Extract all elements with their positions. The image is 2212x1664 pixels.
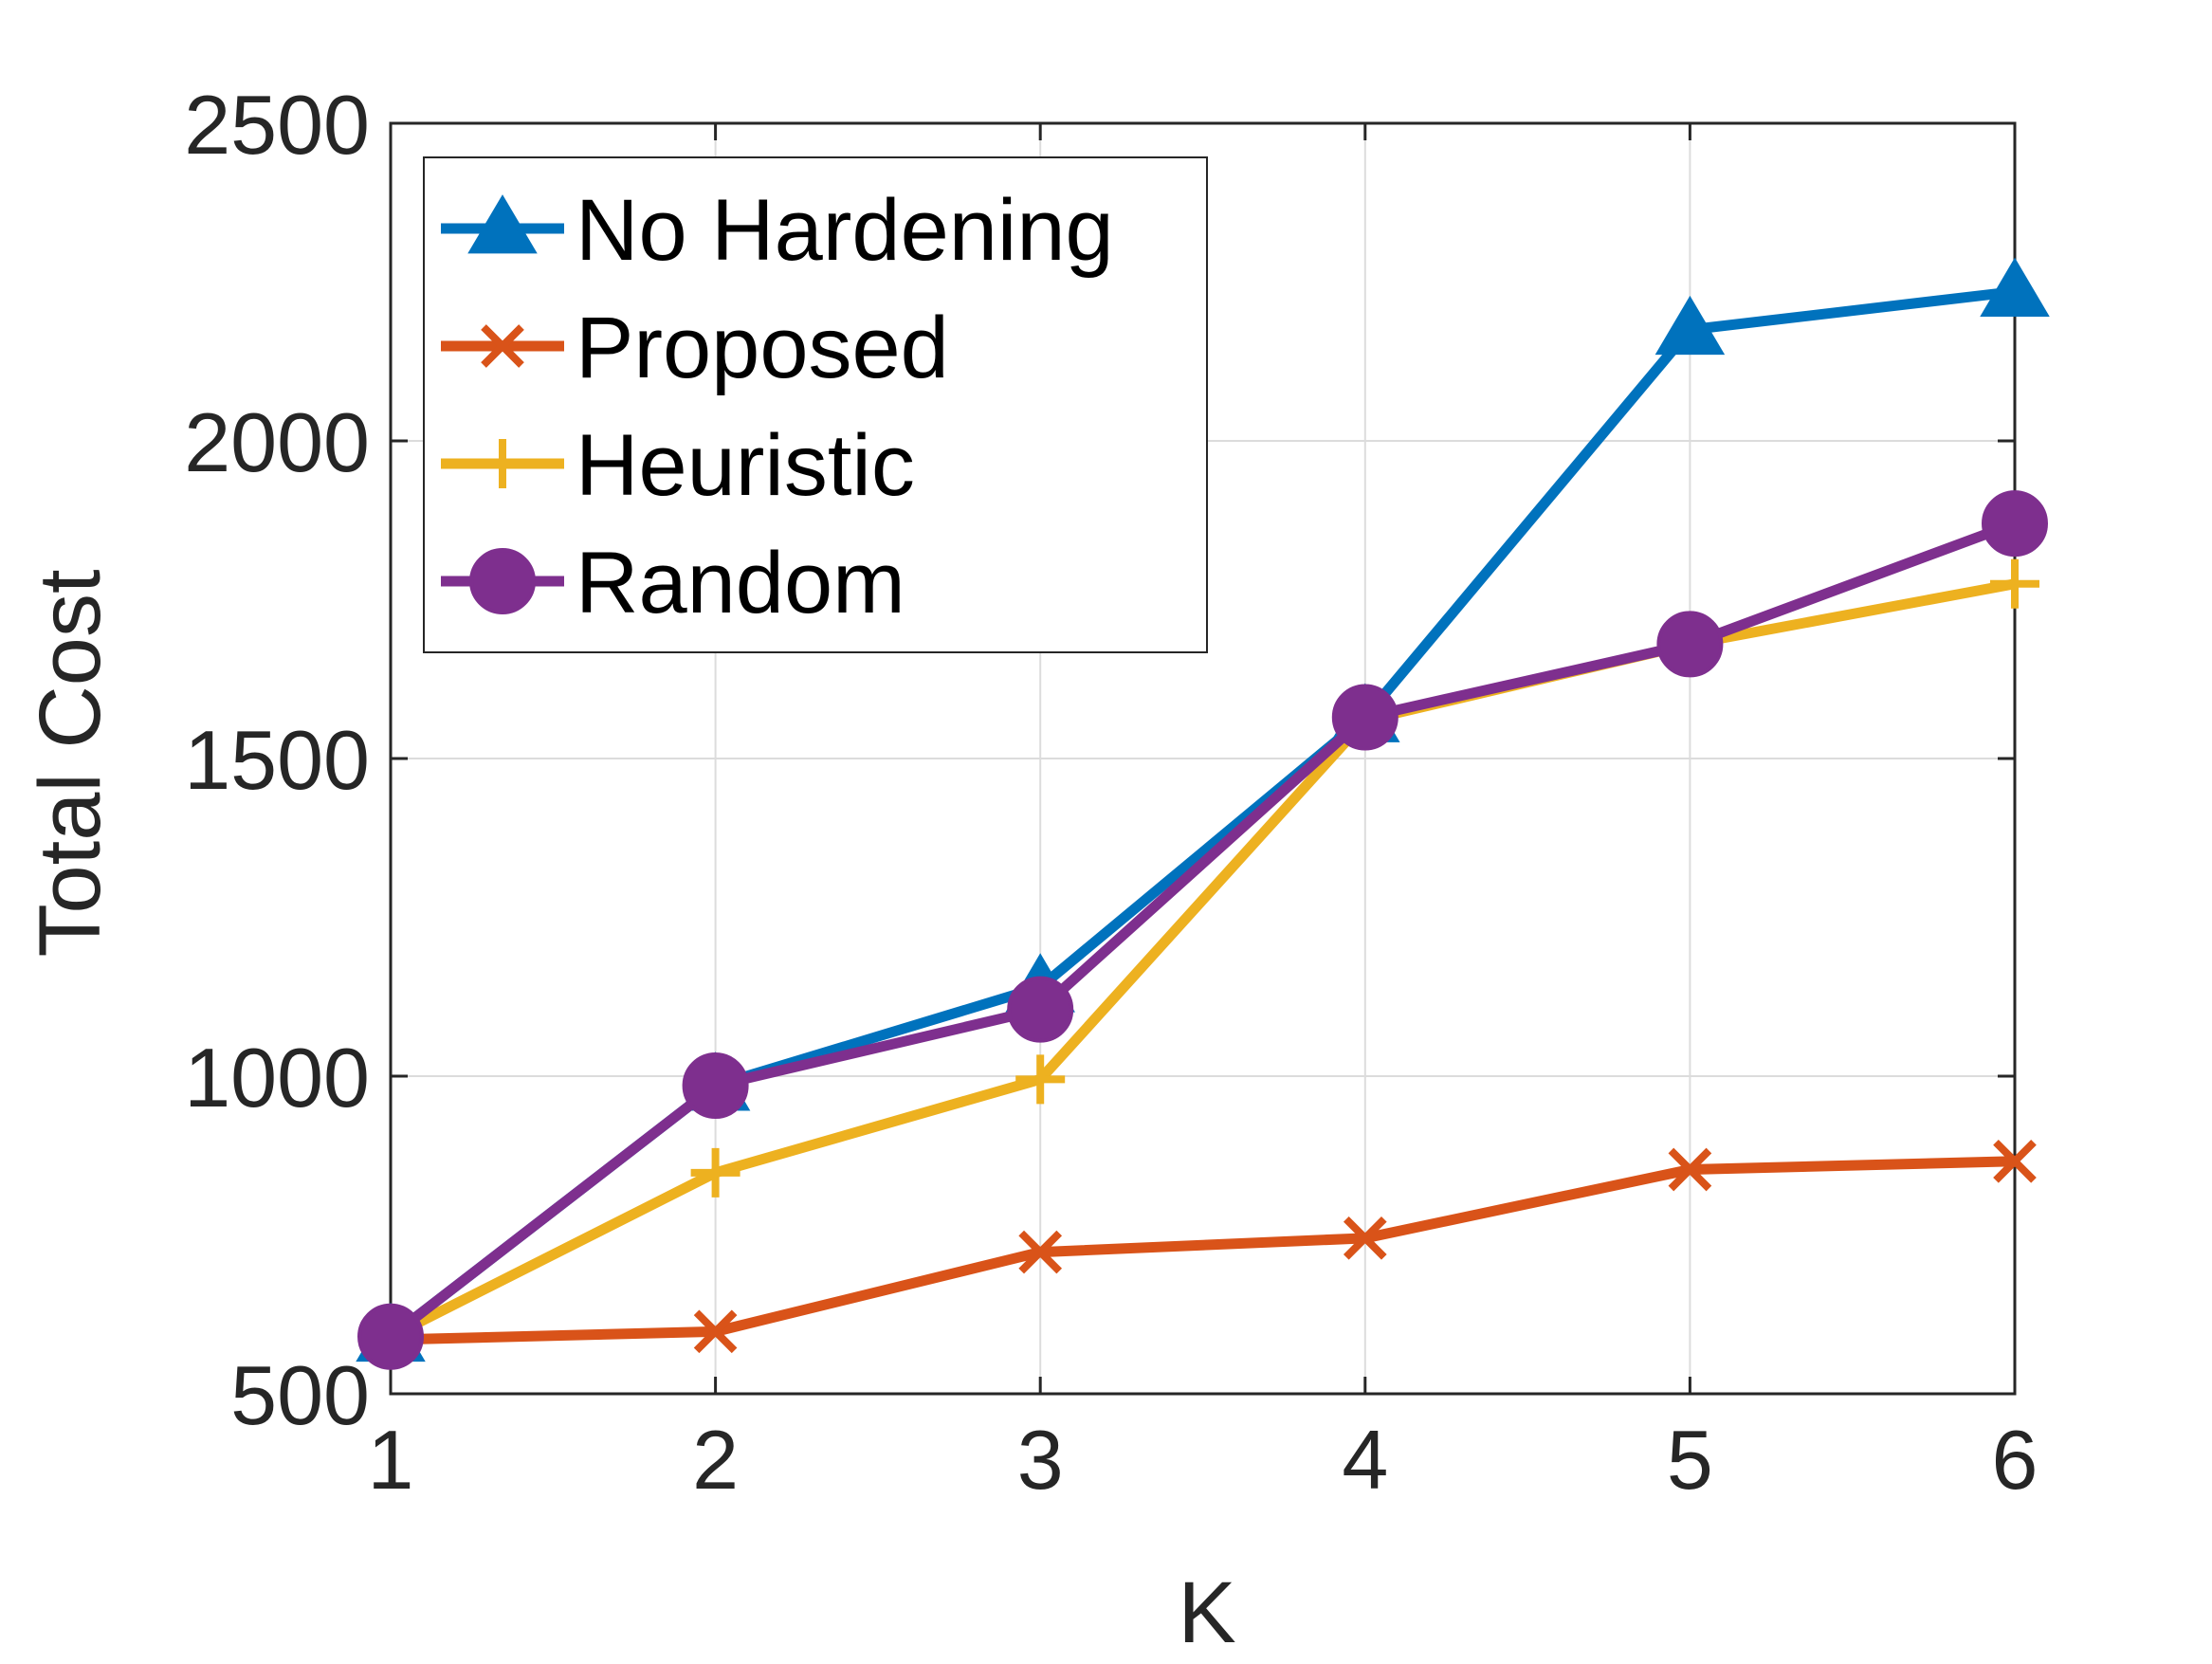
legend-label: Proposed xyxy=(576,300,949,396)
axes xyxy=(389,121,2017,1396)
data-point xyxy=(1343,1216,1387,1260)
legend-box xyxy=(423,156,1208,653)
x-tick-label: 6 xyxy=(1992,1413,2038,1507)
data-point xyxy=(357,1303,424,1370)
data-point xyxy=(1015,1054,1066,1105)
x-tick-label: 1 xyxy=(368,1413,414,1507)
data-point xyxy=(1990,558,2039,609)
series-line xyxy=(385,578,2020,1343)
y-tick-label: 2500 xyxy=(184,78,370,172)
legend-label: No Hardening xyxy=(576,182,1114,279)
data-point xyxy=(1982,490,2048,558)
x-axis-label: K xyxy=(1178,1564,1235,1659)
y-tick-label: 1500 xyxy=(184,713,370,807)
legend-marker xyxy=(478,439,527,488)
legend-marker xyxy=(469,548,536,614)
data-point xyxy=(1993,1139,2037,1183)
series-line xyxy=(385,1156,2020,1345)
series-line xyxy=(385,518,2020,1343)
x-tick-label: 3 xyxy=(1017,1413,1064,1507)
legend: No Hardening Proposed Heuristic Random xyxy=(423,156,1208,653)
data-point xyxy=(1980,257,2050,317)
x-tick-label: 4 xyxy=(1342,1413,1388,1507)
series-group xyxy=(356,257,2050,1370)
data-point xyxy=(682,1052,749,1120)
legend-marker xyxy=(481,324,524,368)
tick-labels: 1 2 3 4 5 6 500 1000 1500 2000 2500 xyxy=(184,78,2038,1507)
legend-label: Heuristic xyxy=(576,417,915,514)
legend-item: Heuristic xyxy=(441,417,915,514)
data-point xyxy=(1656,611,1724,678)
y-axis-label: Total Cost xyxy=(22,569,119,957)
legend-marker xyxy=(467,194,538,254)
y-tick-label: 2000 xyxy=(184,395,370,489)
legend-item: Proposed xyxy=(441,300,949,396)
data-point xyxy=(690,1147,740,1198)
data-point xyxy=(1331,684,1398,751)
data-point xyxy=(1654,295,1726,356)
x-tick-label: 5 xyxy=(1667,1413,1713,1507)
series-random xyxy=(357,490,2048,1370)
legend-item: Random xyxy=(441,535,905,631)
legend-item: No Hardening xyxy=(441,182,1114,279)
data-point xyxy=(1018,1230,1063,1274)
y-tick-label: 1000 xyxy=(184,1031,370,1125)
data-point xyxy=(1007,976,1074,1043)
data-point xyxy=(1668,1147,1712,1192)
legend-label: Random xyxy=(576,535,905,631)
x-tick-label: 2 xyxy=(692,1413,739,1507)
y-tick-label: 500 xyxy=(230,1348,370,1442)
series-proposed xyxy=(369,1139,2037,1362)
data-point xyxy=(693,1309,738,1354)
